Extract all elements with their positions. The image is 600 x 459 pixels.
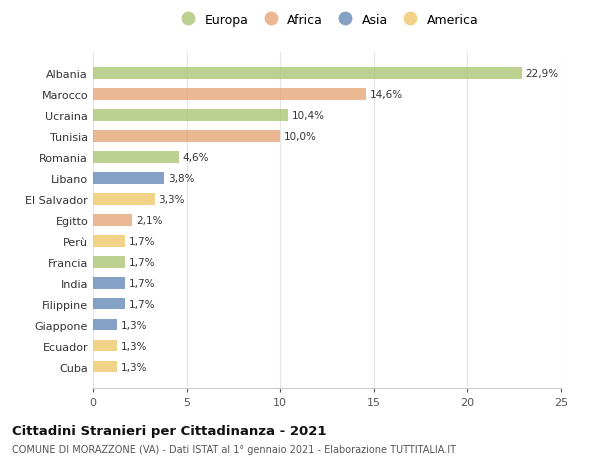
- Bar: [93, 89, 367, 101]
- Text: 1,7%: 1,7%: [128, 299, 155, 309]
- Text: 1,3%: 1,3%: [121, 320, 148, 330]
- Text: 1,3%: 1,3%: [121, 362, 148, 372]
- Text: 2,1%: 2,1%: [136, 215, 163, 225]
- Text: 3,8%: 3,8%: [168, 174, 194, 184]
- Bar: [93, 298, 125, 310]
- Bar: [93, 319, 118, 331]
- Text: 3,3%: 3,3%: [158, 195, 185, 204]
- Text: 10,4%: 10,4%: [292, 111, 325, 121]
- Text: 10,0%: 10,0%: [284, 132, 317, 141]
- Text: 14,6%: 14,6%: [370, 90, 403, 100]
- Bar: [93, 68, 521, 79]
- Bar: [93, 235, 125, 247]
- Text: 1,7%: 1,7%: [128, 278, 155, 288]
- Text: Cittadini Stranieri per Cittadinanza - 2021: Cittadini Stranieri per Cittadinanza - 2…: [12, 424, 326, 437]
- Bar: [93, 173, 164, 184]
- Bar: [93, 361, 118, 373]
- Text: 1,7%: 1,7%: [128, 236, 155, 246]
- Text: 22,9%: 22,9%: [526, 69, 559, 79]
- Bar: [93, 277, 125, 289]
- Bar: [93, 110, 287, 121]
- Text: COMUNE DI MORAZZONE (VA) - Dati ISTAT al 1° gennaio 2021 - Elaborazione TUTTITAL: COMUNE DI MORAZZONE (VA) - Dati ISTAT al…: [12, 444, 456, 454]
- Text: 1,7%: 1,7%: [128, 257, 155, 267]
- Bar: [93, 194, 155, 205]
- Bar: [93, 152, 179, 163]
- Bar: [93, 131, 280, 142]
- Text: 4,6%: 4,6%: [183, 152, 209, 162]
- Bar: [93, 257, 125, 268]
- Text: 1,3%: 1,3%: [121, 341, 148, 351]
- Legend: Europa, Africa, Asia, America: Europa, Africa, Asia, America: [170, 9, 484, 32]
- Bar: [93, 340, 118, 352]
- Bar: [93, 214, 133, 226]
